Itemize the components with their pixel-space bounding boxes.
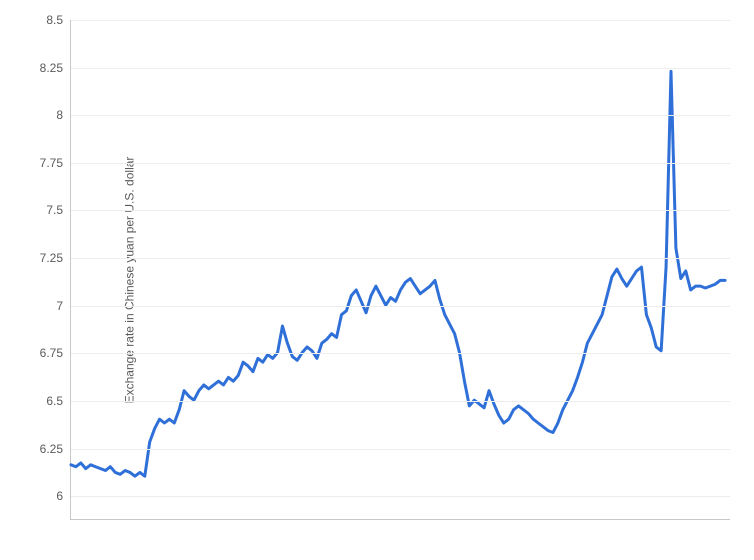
gridline (71, 306, 730, 307)
gridline (71, 115, 730, 116)
exchange-rate-chart: Exchange rate in Chinese yuan per U.S. d… (0, 0, 754, 560)
gridline (71, 258, 730, 259)
y-tick-label: 8 (56, 108, 71, 122)
y-tick-label: 8.5 (46, 13, 71, 27)
y-tick-label: 6.25 (40, 442, 71, 456)
y-tick-label: 7.75 (40, 156, 71, 170)
gridline (71, 401, 730, 402)
y-tick-label: 6.5 (46, 394, 71, 408)
y-tick-label: 6 (56, 489, 71, 503)
line-series (71, 20, 730, 519)
y-tick-label: 6.75 (40, 346, 71, 360)
y-tick-label: 8.25 (40, 61, 71, 75)
y-tick-label: 7 (56, 299, 71, 313)
plot-area: 66.256.56.7577.257.57.7588.258.5 (70, 20, 730, 520)
gridline (71, 496, 730, 497)
gridline (71, 449, 730, 450)
gridline (71, 353, 730, 354)
gridline (71, 163, 730, 164)
y-tick-label: 7.25 (40, 251, 71, 265)
gridline (71, 20, 730, 21)
exchange-rate-line (71, 71, 725, 476)
gridline (71, 210, 730, 211)
gridline (71, 68, 730, 69)
y-tick-label: 7.5 (46, 203, 71, 217)
